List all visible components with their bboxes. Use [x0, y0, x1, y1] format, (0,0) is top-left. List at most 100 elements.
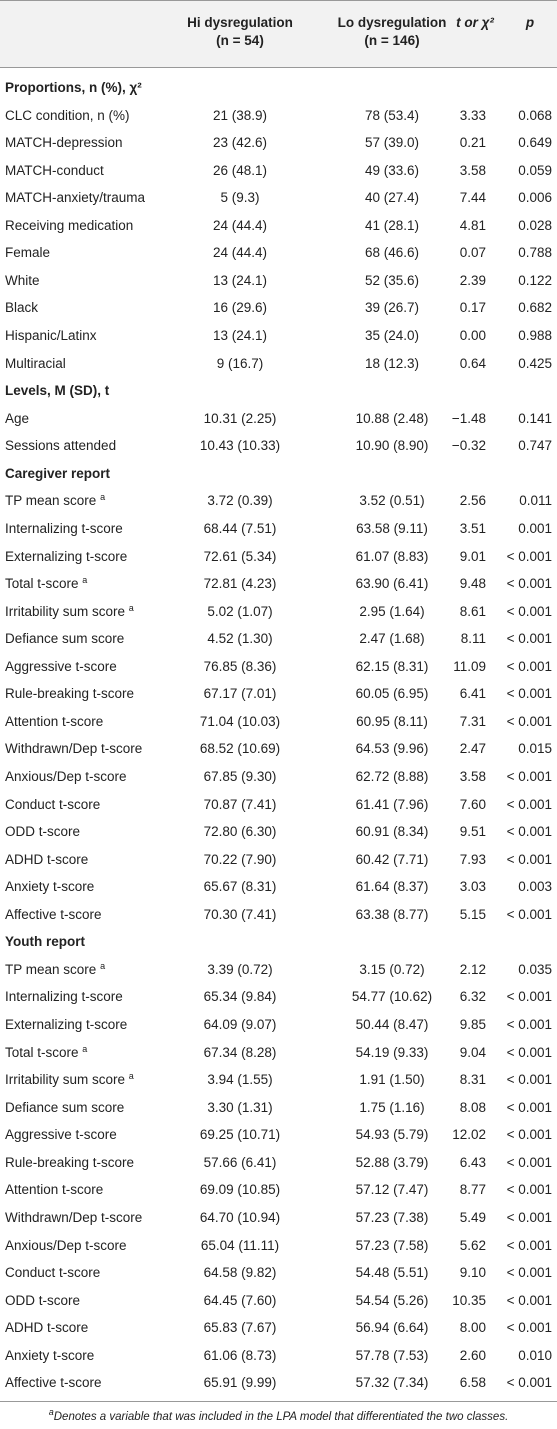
row-label-text: Affective t-score [5, 1375, 102, 1391]
cell: 54.48 (5.51) [355, 1265, 429, 1281]
cell: < 0.001 [506, 686, 552, 702]
row-label-text: Conduct t-score [5, 1265, 101, 1281]
row-label: Hispanic/Latinx [5, 327, 97, 345]
cell: 64.45 (7.60) [203, 1292, 277, 1308]
row-label: Total t-score a [5, 575, 87, 593]
row-label-text: TP mean score [5, 961, 97, 977]
cell: 0.988 [518, 328, 552, 344]
row-label-text: Rule-breaking t-score [5, 1154, 135, 1170]
row-label: Affective t-score [5, 1374, 102, 1392]
row-label-text: Externalizing t-score [5, 1017, 128, 1033]
row-label-text: Withdrawn/Dep t-score [5, 741, 143, 757]
cell: 9.01 [459, 548, 486, 564]
cell: < 0.001 [506, 1375, 552, 1391]
row-label-text: Defiance sum score [5, 1099, 125, 1115]
cell: 62.72 (8.88) [355, 769, 429, 784]
row-label: MATCH-depression [5, 134, 123, 152]
cell: 72.81 (4.23) [203, 576, 277, 592]
cell: 6.58 [459, 1375, 486, 1391]
cell: 13 (24.1) [212, 272, 268, 288]
row-label: MATCH-conduct [5, 162, 104, 180]
cell: 70.87 (7.41) [203, 796, 277, 812]
row-label: Aggressive t-score [5, 658, 117, 676]
row-label: Conduct t-score [5, 1264, 100, 1282]
cell: 3.52 (0.51) [359, 493, 425, 509]
row-label: TP mean score a [5, 961, 105, 979]
cell: < 0.001 [506, 658, 552, 674]
row-label-text: Anxious/Dep t-score [5, 1237, 127, 1253]
cell: 57.12 (7.47) [355, 1182, 429, 1198]
cell: 49 (33.6) [364, 162, 420, 178]
row-label: Total t-score a [5, 1044, 87, 1062]
note-mark: a [100, 960, 106, 971]
cell: 54.54 (5.26) [355, 1292, 429, 1308]
cell: 0.015 [518, 741, 552, 757]
cell: 7.93 [459, 851, 486, 867]
row-label: Withdrawn/Dep t-score [5, 740, 142, 758]
cell: 0.747 [518, 438, 552, 454]
row-label-text: MATCH-anxiety/trauma [5, 190, 146, 206]
cell: < 0.001 [506, 1320, 552, 1336]
cell: 57.32 (7.34) [355, 1375, 429, 1391]
row-label-text: Anxiety t-score [5, 879, 95, 895]
cell: 64.09 (9.07) [203, 1017, 277, 1033]
row-label-text: Affective t-score [5, 906, 102, 922]
row-label: Attention t-score [5, 713, 103, 731]
cell: 8.61 [459, 603, 486, 619]
cell: 57.23 (7.38) [355, 1209, 429, 1225]
cell: 7.44 [459, 190, 486, 206]
cell: 61.64 (8.37) [355, 879, 429, 895]
cell: 10.31 (2.25) [203, 410, 277, 426]
cell: 9.48 [459, 576, 486, 592]
row-label-text: Rule-breaking t-score [5, 686, 135, 702]
cell: 1.91 (1.50) [359, 1072, 425, 1088]
cell: 2.39 [459, 272, 486, 288]
note-mark: a [82, 575, 88, 586]
cell: 10.43 (10.33) [199, 438, 281, 454]
cell: < 0.001 [506, 989, 552, 1005]
cell: 3.33 [459, 107, 486, 123]
row-label: Internalizing t-score [5, 988, 123, 1006]
row-label-text: Internalizing t-score [5, 520, 123, 536]
row-label: Irritability sum score a [5, 1071, 134, 1089]
cell: 72.61 (5.34) [203, 548, 277, 564]
cell: 60.05 (6.95) [355, 686, 429, 702]
cell: 69.25 (10.71) [199, 1127, 281, 1143]
cell: 57 (39.0) [364, 135, 420, 151]
row-label-text: Black [5, 300, 39, 316]
cell: 0.682 [518, 300, 552, 316]
cell: 78 (53.4) [364, 107, 420, 123]
cell: −0.32 [451, 438, 486, 454]
row-label: Affective t-score [5, 906, 102, 924]
cell: 71.04 (10.03) [199, 713, 281, 729]
row-label: Defiance sum score [5, 630, 124, 648]
cell: 64.53 (9.96) [355, 741, 429, 757]
cell: 0.141 [518, 410, 552, 426]
cell: < 0.001 [506, 796, 552, 812]
cell: 61.41 (7.96) [355, 796, 429, 812]
cell: 54.19 (9.33) [355, 1044, 429, 1060]
col-header-text: Hi dysregulation [187, 15, 293, 30]
cell: 0.035 [518, 961, 552, 977]
cell: 2.47 (1.68) [359, 631, 425, 647]
note-mark: a [128, 1071, 134, 1082]
cell: 0.425 [518, 355, 552, 371]
row-label-text: ADHD t-score [5, 1320, 89, 1336]
cell: 68.44 (7.51) [203, 520, 277, 536]
footnote-text: Denotes a variable that was included in … [53, 1411, 509, 1423]
cell: 35 (24.0) [364, 328, 420, 344]
row-label: Anxious/Dep t-score [5, 1237, 127, 1255]
cell: < 0.001 [506, 824, 552, 840]
row-label-text: Hispanic/Latinx [5, 328, 97, 344]
cell: 67.85 (9.30) [203, 769, 277, 784]
cell: 56.94 (6.64) [355, 1320, 429, 1336]
cell: 9.04 [459, 1044, 486, 1060]
cell: 0.059 [518, 162, 552, 178]
row-label: Externalizing t-score [5, 548, 127, 566]
row-label-text: Anxious/Dep t-score [5, 769, 127, 784]
cell: 57.66 (6.41) [203, 1154, 277, 1170]
row-label-text: Female [5, 245, 51, 261]
cell: 70.30 (7.41) [203, 906, 277, 922]
cell: < 0.001 [506, 1237, 552, 1253]
row-label-text: ADHD t-score [5, 851, 89, 867]
